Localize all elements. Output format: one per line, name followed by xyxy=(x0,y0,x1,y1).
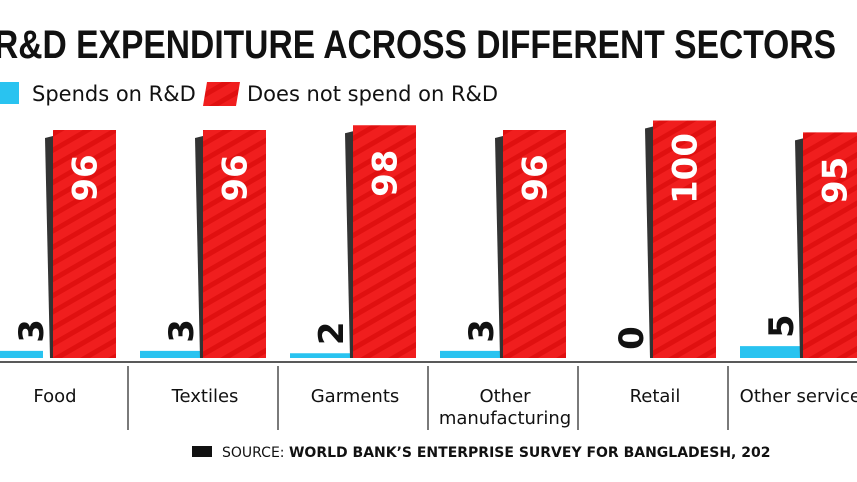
bar-not-spend-1 xyxy=(203,130,266,358)
legend-swatch-spends xyxy=(0,82,19,104)
category-label-0: Food xyxy=(33,386,76,407)
category-label-5: Other services xyxy=(740,386,857,407)
bar-spends-0 xyxy=(0,350,43,358)
category-label-4: Retail xyxy=(630,386,681,407)
value-label-not-spend-0: 96 xyxy=(66,154,106,201)
source-marker xyxy=(192,446,212,457)
bar-not-spend-5 xyxy=(803,132,857,358)
source-text: WORLD BANK’S ENTERPRISE SURVEY FOR BANGL… xyxy=(289,445,770,461)
value-label-spends-0: 3 xyxy=(12,319,52,343)
bar-not-spend-0 xyxy=(53,130,116,358)
bar-spends-5 xyxy=(740,346,803,358)
bar-spends-2 xyxy=(290,353,353,358)
bar-shadow-2 xyxy=(345,131,353,358)
legend: Spends on R&D Does not spend on R&D xyxy=(0,82,498,106)
chart-title: R&D EXPENDITURE ACROSS DIFFERENT SECTORS xyxy=(0,23,836,67)
category-label-1: Textiles xyxy=(171,386,239,407)
bar-shadow-3 xyxy=(495,136,503,358)
bar-shadow-1 xyxy=(195,136,203,358)
value-label-spends-4: 0 xyxy=(612,326,652,350)
category-label-3: Other xyxy=(479,386,531,407)
bar-shadow-5 xyxy=(795,138,803,358)
value-label-spends-2: 2 xyxy=(312,321,352,345)
value-label-not-spend-1: 96 xyxy=(216,154,256,201)
value-label-not-spend-4: 100 xyxy=(666,133,706,204)
bar-spends-1 xyxy=(140,350,203,358)
legend-label-spends: Spends on R&D xyxy=(32,82,196,106)
bar-not-spend-2 xyxy=(353,125,416,358)
source-note-text: SOURCE: WORLD BANK’S ENTERPRISE SURVEY F… xyxy=(222,445,770,461)
value-label-spends-1: 3 xyxy=(162,319,202,343)
source-label: SOURCE: xyxy=(222,445,285,461)
source-note: SOURCE: WORLD BANK’S ENTERPRISE SURVEY F… xyxy=(192,445,770,461)
bar-not-spend-4 xyxy=(653,120,716,358)
value-label-not-spend-3: 96 xyxy=(516,154,556,201)
value-label-not-spend-2: 98 xyxy=(366,150,406,197)
value-label-spends-3: 3 xyxy=(462,319,502,343)
bar-shadow-0 xyxy=(45,136,53,358)
legend-swatch-not-spend xyxy=(203,82,240,106)
value-label-not-spend-5: 95 xyxy=(816,157,856,204)
value-label-spends-5: 5 xyxy=(762,314,802,338)
bar-spends-3 xyxy=(440,350,503,358)
legend-label-not-spend: Does not spend on R&D xyxy=(247,82,498,106)
category-label-3: manufacturing xyxy=(439,408,571,429)
bar-shadow-4 xyxy=(645,126,653,358)
category-label-2: Garments xyxy=(311,386,400,407)
bar-not-spend-3 xyxy=(503,130,566,358)
